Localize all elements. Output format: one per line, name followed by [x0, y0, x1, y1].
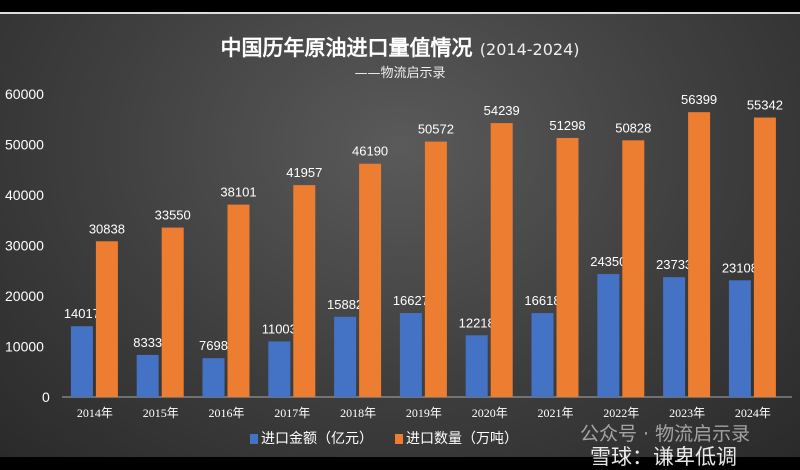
bar-amount [399, 313, 422, 397]
legend-item-amount: 进口金额（亿元） [250, 428, 373, 448]
chart-title: 中国历年原油进口量值情况 (2014-2024) [0, 32, 800, 62]
y-tick-label: 10000 [5, 339, 44, 355]
bar-quantity [227, 204, 250, 397]
data-label: 50572 [418, 122, 454, 137]
wechat-watermark: 公众号 · 物流启示录 [580, 423, 751, 445]
data-label: 41957 [286, 165, 322, 180]
data-label: 7698 [199, 338, 228, 353]
data-label: 46190 [352, 144, 388, 159]
title-years: (2014-2024) [479, 40, 580, 59]
x-tick-label: 2014年 [77, 406, 113, 420]
x-tick-label: 2015年 [143, 406, 179, 420]
x-tick-label: 2016年 [208, 406, 244, 420]
bar-quantity [556, 137, 579, 397]
data-label: 50828 [615, 120, 651, 135]
bar-amount [136, 354, 159, 397]
bar-amount [334, 316, 357, 397]
y-tick-label: 60000 [5, 86, 44, 102]
data-label: 55342 [747, 98, 783, 113]
x-tick-label: 2019年 [406, 406, 442, 420]
bar-quantity [161, 227, 184, 397]
data-label: 33550 [155, 208, 191, 223]
data-label: 23108 [722, 260, 758, 275]
bar-quantity [424, 141, 447, 397]
data-label: 14017 [64, 306, 100, 321]
y-tick-label: 20000 [5, 288, 44, 304]
y-tick-label: 40000 [5, 187, 44, 203]
x-tick-label: 2018年 [340, 406, 376, 420]
data-label: 56399 [681, 92, 717, 107]
bar-amount [202, 358, 225, 397]
data-label: 23733 [656, 257, 692, 272]
data-label: 15882 [327, 297, 363, 312]
bar-quantity [359, 163, 382, 397]
bar-amount [268, 341, 291, 397]
bar-amount [531, 313, 554, 397]
x-tick-label: 2017年 [274, 406, 310, 420]
data-label: 8333 [133, 335, 162, 350]
legend-swatch-blue [250, 434, 258, 444]
data-label: 16618 [524, 293, 560, 308]
data-label: 30838 [89, 221, 125, 236]
legend-label: 进口数量（万吨） [406, 431, 518, 447]
data-label: 11003 [262, 321, 297, 336]
x-tick-label: 2023年 [669, 406, 705, 420]
data-label: 38101 [220, 185, 256, 200]
data-label: 16627 [393, 293, 429, 308]
legend-label: 进口金额（亿元） [261, 431, 373, 447]
chart-subtitle: ——物流启示录 [354, 66, 446, 81]
bar-quantity [688, 112, 711, 397]
bar-amount [728, 280, 751, 397]
data-label: 24350 [590, 254, 626, 269]
bar-quantity [95, 241, 118, 397]
legend: 进口金额（亿元） 进口数量（万吨） [250, 428, 518, 448]
y-tick-label: 30000 [5, 238, 44, 254]
title-text: 中国历年原油进口量值情况 [220, 36, 473, 60]
bar-amount [70, 326, 93, 397]
bar-quantity [490, 123, 513, 397]
data-label: 54239 [484, 103, 520, 118]
x-tick-label: 2022年 [603, 406, 639, 420]
bar-amount [663, 277, 686, 397]
bar-quantity [622, 140, 645, 397]
legend-swatch-orange [395, 434, 403, 444]
bar-quantity [293, 185, 316, 397]
x-tick-label: 2020年 [472, 406, 508, 420]
bar-amount [465, 335, 488, 397]
bar-quantity [753, 117, 776, 398]
y-tick-label: 50000 [5, 137, 44, 153]
legend-item-quantity: 进口数量（万吨） [395, 428, 518, 448]
x-tick-label: 2021年 [537, 406, 573, 420]
bar-amount [597, 274, 620, 397]
data-label: 51298 [549, 118, 585, 133]
data-label: 12218 [459, 315, 495, 330]
x-tick-label: 2024年 [735, 406, 771, 420]
y-tick-label: 0 [42, 389, 50, 405]
xueqiu-watermark: 雪球：谦卑低调 [590, 445, 737, 469]
